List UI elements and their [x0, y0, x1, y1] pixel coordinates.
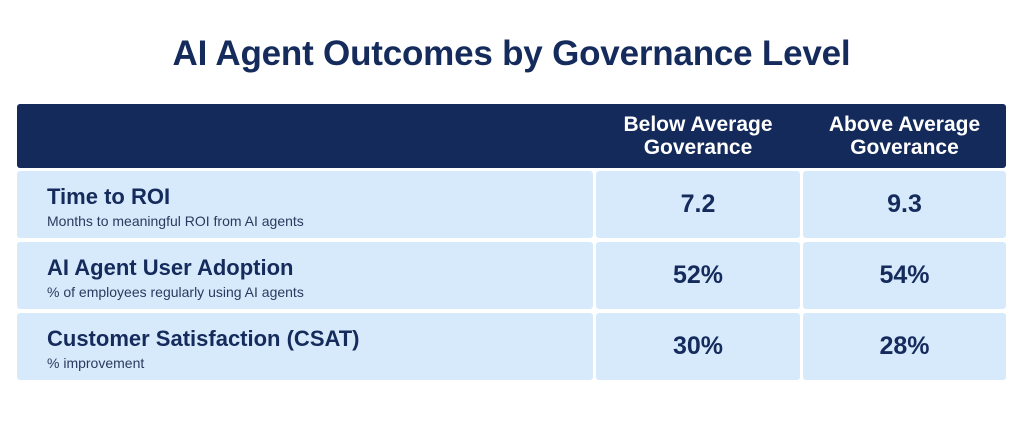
row-label-cell: Customer Satisfaction (CSAT) % improveme… [17, 313, 593, 380]
value-cell-below-average: 7.2 [596, 171, 800, 238]
table-row-time-to-roi: Time to ROI Months to meaningful ROI fro… [17, 171, 1006, 238]
column-header-below-average-line2: Goverance [643, 136, 753, 159]
table-row-user-adoption: AI Agent User Adoption % of employees re… [17, 242, 1006, 309]
governance-table: Below Average Goverance Above Average Go… [17, 104, 1006, 384]
value-below-average: 30% [672, 332, 724, 360]
value-below-average: 7.2 [680, 190, 716, 218]
column-header-below-average-line1: Below Average [623, 113, 773, 136]
value-cell-above-average: 28% [803, 313, 1006, 380]
column-header-above-average: Above Average Goverance [803, 104, 1006, 168]
table-title: AI Agent Outcomes by Governance Level [172, 34, 851, 73]
row-label-cell: AI Agent User Adoption % of employees re… [17, 242, 593, 309]
value-above-average: 9.3 [887, 190, 922, 218]
value-below-average: 52% [672, 261, 724, 289]
table-header-row: Below Average Goverance Above Average Go… [17, 104, 1006, 168]
row-subtitle: Months to meaningful ROI from AI agents [47, 213, 304, 229]
row-subtitle: % improvement [47, 355, 145, 371]
column-header-below-average: Below Average Goverance [596, 104, 800, 168]
table-row-csat: Customer Satisfaction (CSAT) % improveme… [17, 313, 1006, 380]
value-cell-above-average: 9.3 [803, 171, 1006, 238]
value-above-average: 54% [879, 261, 930, 289]
row-title: Customer Satisfaction (CSAT) [47, 326, 360, 351]
value-above-average: 28% [879, 332, 930, 360]
row-title: Time to ROI [47, 184, 171, 209]
value-cell-above-average: 54% [803, 242, 1006, 309]
column-header-above-average-line1: Above Average [828, 113, 981, 136]
row-subtitle: % of employees regularly using AI agents [47, 284, 304, 300]
value-cell-below-average: 30% [596, 313, 800, 380]
row-title: AI Agent User Adoption [47, 255, 294, 280]
row-label-cell: Time to ROI Months to meaningful ROI fro… [17, 171, 593, 238]
column-header-above-average-line2: Goverance [850, 136, 959, 159]
value-cell-below-average: 52% [596, 242, 800, 309]
